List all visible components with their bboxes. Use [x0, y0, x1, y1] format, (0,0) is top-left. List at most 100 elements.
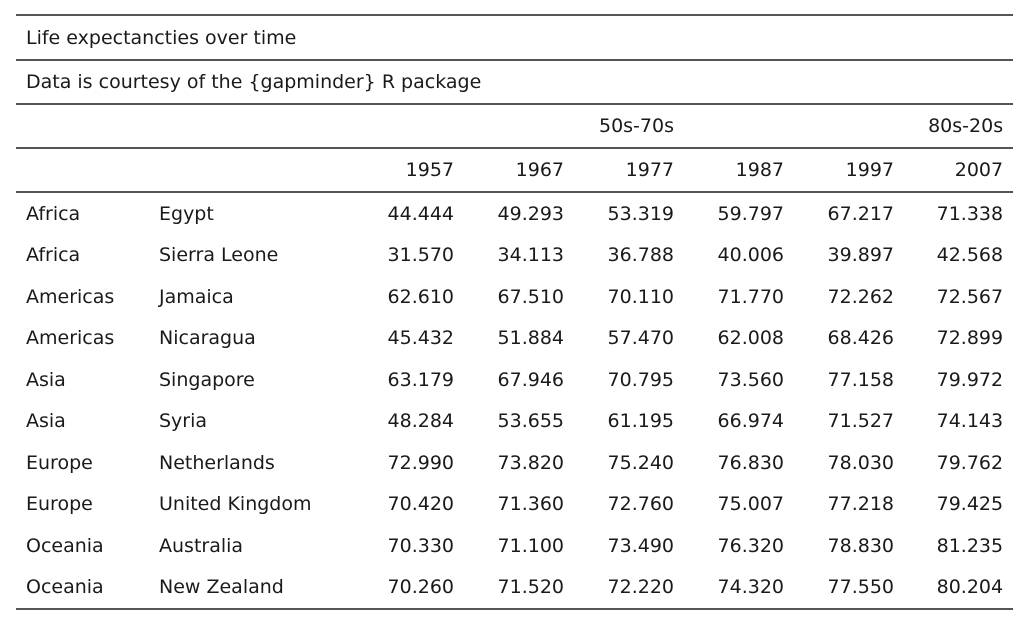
column-header-row: 1957 1967 1977 1987 1997 2007	[16, 147, 1014, 193]
value-cell: 57.470	[607, 327, 674, 350]
table-subtitle: Data is courtesy of the {gapminder} R pa…	[16, 59, 1014, 104]
value-cell: 34.113	[497, 244, 564, 267]
value-cell: 71.100	[497, 534, 564, 557]
continent-cell: Americas	[26, 327, 115, 350]
value-cell: 79.762	[936, 451, 1004, 474]
value-cell: 79.425	[936, 493, 1004, 516]
value-cell: 36.788	[607, 244, 674, 267]
country-cell: Syria	[159, 410, 208, 433]
table-row: Americas Jamaica 62.610 67.510 70.110 71.770 7…	[16, 276, 1013, 318]
value-cell: 42.568	[936, 244, 1004, 267]
value-cell: 76.320	[717, 534, 784, 557]
country-cell: United Kingdom	[159, 493, 312, 516]
value-cell: 71.527	[827, 410, 894, 433]
continent-cell: Oceania	[16, 566, 149, 610]
table-row: Europe United Kingdom 70.420 71.360 72.760 75…	[16, 484, 1013, 526]
value-cell: 73.820	[497, 451, 564, 474]
value-cell: 67.946	[497, 368, 564, 391]
value-cell: 77.158	[827, 368, 894, 391]
table-row: Africa Egypt 44.444 49.293 53.319 59.797 67.21…	[16, 192, 1013, 235]
value-cell: 74.320	[684, 566, 794, 610]
value-cell: 66.974	[717, 410, 784, 433]
value-cell: 72.567	[936, 285, 1004, 308]
value-cell: 53.319	[607, 202, 674, 225]
country-cell: Nicaragua	[159, 327, 256, 350]
table-row: Asia Syria 48.284 53.655 61.195 66.974 71.527 7…	[16, 401, 1013, 443]
value-cell: 48.284	[387, 410, 454, 433]
table-row: Asia Singapore 63.179 67.946 70.795 73.560 77.…	[16, 359, 1013, 401]
value-cell: 73.490	[607, 534, 674, 557]
value-cell: 70.330	[387, 534, 454, 557]
continent-cell: Asia	[26, 368, 66, 391]
value-cell: 74.143	[936, 410, 1004, 433]
table-row: Europe Netherlands 72.990 73.820 75.240 76.83…	[16, 442, 1013, 484]
value-cell: 71.520	[464, 566, 574, 610]
country-cell: Australia	[159, 534, 244, 557]
column-header: 1967	[464, 147, 574, 193]
value-cell: 49.293	[497, 202, 564, 225]
value-cell: 71.770	[717, 285, 784, 308]
column-header	[149, 147, 367, 193]
continent-cell: Americas	[26, 285, 115, 308]
value-cell: 75.007	[717, 493, 784, 516]
continent-cell: Europe	[26, 493, 93, 516]
country-cell: Netherlands	[159, 451, 275, 474]
table-row: Oceania New Zealand 70.260 71.520 72.220 74.3…	[16, 566, 1014, 610]
value-cell: 72.899	[936, 327, 1004, 350]
value-cell: 67.510	[497, 285, 564, 308]
country-cell: Sierra Leone	[159, 244, 279, 267]
value-cell: 62.008	[717, 327, 784, 350]
column-header: 1977	[574, 147, 684, 193]
value-cell: 61.195	[607, 410, 674, 433]
continent-cell: Africa	[26, 244, 81, 267]
life-expectancy-table-container: Life expectancties over time Data is cou…	[16, 14, 1014, 610]
column-header: 1987	[684, 147, 794, 193]
table-row: Africa Sierra Leone 31.570 34.113 36.788 40.0…	[16, 235, 1013, 277]
value-cell: 40.006	[717, 244, 784, 267]
table-row: Americas Nicaragua 45.432 51.884 57.470 62.00…	[16, 318, 1013, 360]
column-header	[16, 147, 149, 193]
value-cell: 70.795	[607, 368, 674, 391]
continent-cell: Africa	[26, 202, 81, 225]
value-cell: 70.110	[607, 285, 674, 308]
value-cell: 75.240	[607, 451, 674, 474]
continent-cell: Oceania	[26, 534, 104, 557]
value-cell: 71.338	[936, 202, 1004, 225]
value-cell: 73.560	[717, 368, 784, 391]
value-cell: 81.235	[936, 534, 1004, 557]
value-cell: 77.550	[794, 566, 904, 610]
table-title: Life expectancties over time	[16, 14, 1014, 60]
value-cell: 76.830	[717, 451, 784, 474]
value-cell: 45.432	[387, 327, 454, 350]
value-cell: 39.897	[827, 244, 894, 267]
value-cell: 72.220	[574, 566, 684, 610]
value-cell: 70.420	[387, 493, 454, 516]
value-cell: 79.972	[936, 368, 1004, 391]
life-expectancy-table: Life expectancties over time Data is cou…	[16, 14, 1014, 610]
value-cell: 72.990	[387, 451, 454, 474]
value-cell: 70.260	[367, 566, 464, 610]
continent-cell: Europe	[26, 451, 93, 474]
column-header: 1957	[367, 147, 464, 193]
value-cell: 80.204	[904, 566, 1014, 610]
spanner-80s-20s: 80s-20s	[684, 103, 1014, 148]
spanner-50s-70s: 50s-70s	[367, 103, 684, 148]
value-cell: 68.426	[827, 327, 894, 350]
value-cell: 62.610	[387, 285, 454, 308]
value-cell: 67.217	[827, 202, 894, 225]
value-cell: 78.830	[827, 534, 894, 557]
value-cell: 78.030	[827, 451, 894, 474]
value-cell: 71.360	[497, 493, 564, 516]
value-cell: 72.262	[827, 285, 894, 308]
column-header: 2007	[904, 147, 1014, 193]
country-cell: Egypt	[159, 202, 214, 225]
table-body: Africa Egypt 44.444 49.293 53.319 59.797 67.21…	[16, 192, 1014, 610]
value-cell: 63.179	[387, 368, 454, 391]
table-row: Oceania Australia 70.330 71.100 73.490 76.320…	[16, 525, 1013, 567]
value-cell: 53.655	[497, 410, 564, 433]
column-header: 1997	[794, 147, 904, 193]
country-cell: Singapore	[159, 368, 255, 391]
value-cell: 77.218	[827, 493, 894, 516]
country-cell: New Zealand	[149, 566, 367, 610]
country-cell: Jamaica	[159, 285, 234, 308]
